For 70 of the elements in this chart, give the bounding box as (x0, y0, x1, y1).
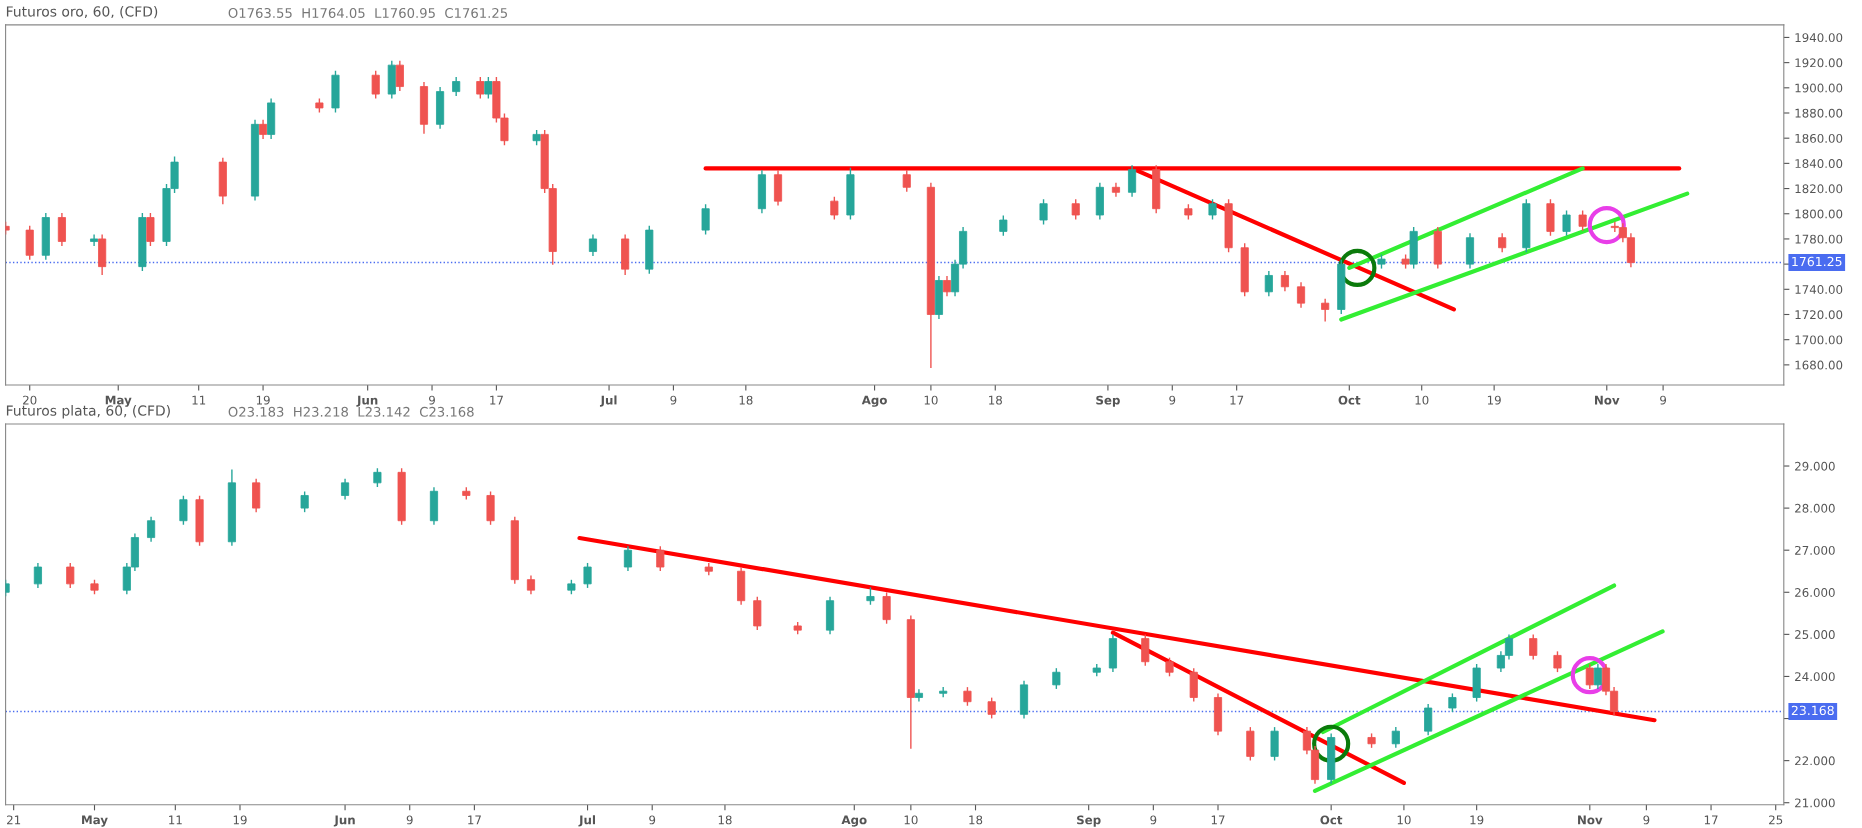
x-tick-label: 10 (904, 815, 918, 825)
x-tick-label: 9 (670, 395, 677, 405)
y-tick-label: 1680.00 (1795, 360, 1843, 370)
y-tick-label: 1880.00 (1795, 108, 1843, 118)
ref-line-label: 1761.25 (1792, 256, 1842, 267)
x-tick-label: 11 (192, 395, 206, 405)
x-tick-label: 9 (649, 815, 656, 825)
text: O1763.55 H1764.05 L1760.95 C1761.25 (228, 7, 507, 18)
y-tick-label: 21.000 (1795, 798, 1835, 808)
ref-line-label: 23.168 (1791, 705, 1834, 716)
x-tick-label: 9 (1169, 395, 1176, 405)
x-tick-label: 11 (169, 815, 182, 825)
x-tick-label: 18 (989, 395, 1002, 405)
text: O23.183 H23.218 L23.142 C23.168 (228, 406, 474, 417)
y-tick-label: 27.000 (1795, 545, 1835, 555)
y-tick-label: 1720.00 (1795, 310, 1843, 320)
x-tick-label: May (82, 815, 108, 827)
y-tick-label: 1900.00 (1795, 83, 1843, 93)
y-tick-label: 1800.00 (1795, 209, 1843, 219)
x-tick-label: May (105, 395, 132, 407)
x-tick-label: 19 (1487, 395, 1501, 405)
x-tick-label: Nov (1595, 395, 1620, 405)
y-tick-label: 1940.00 (1795, 33, 1843, 43)
x-tick-label: Ago (841, 815, 867, 827)
x-tick-label: 9 (406, 815, 413, 825)
x-tick-label: 19 (1470, 815, 1484, 825)
x-tick-label: Jul (599, 395, 617, 407)
x-tick-label: 9 (429, 395, 435, 405)
x-tick-label: 9 (1150, 815, 1157, 825)
x-tick-label: 10 (1415, 395, 1429, 405)
y-tick-label: 28.000 (1795, 503, 1835, 513)
x-tick-label: Oct (1338, 395, 1361, 405)
y-tick-label: 1820.00 (1795, 184, 1843, 194)
x-tick-label: Oct (1320, 815, 1343, 825)
x-tick-label: 17 (1704, 815, 1718, 825)
y-tick-label: 26.000 (1795, 588, 1835, 597)
x-tick-label: 18 (969, 815, 983, 825)
x-tick-label: 9 (1660, 395, 1667, 405)
x-tick-label: 18 (739, 395, 753, 405)
x-tick-label: Jun (333, 815, 355, 827)
x-tick-label: 17 (490, 395, 503, 405)
x-tick-label: Sep (1096, 395, 1120, 407)
x-tick-label: 9 (1643, 815, 1650, 825)
y-tick-label: 29.000 (1795, 461, 1835, 471)
x-tick-label: Jul (578, 815, 595, 827)
x-tick-label: 19 (233, 815, 247, 825)
x-tick-label: 20 (23, 395, 37, 405)
y-tick-label: 22.000 (1795, 756, 1835, 766)
x-tick-label: Ago (861, 395, 887, 407)
x-tick-label: 17 (468, 815, 481, 825)
y-tick-label: 25.000 (1795, 630, 1835, 640)
y-tick-label: 1700.00 (1795, 335, 1843, 345)
y-tick-label: 1860.00 (1795, 133, 1843, 143)
y-tick-label: 1840.00 (1795, 159, 1843, 169)
y-tick-label: 1920.00 (1795, 58, 1843, 68)
x-tick-label: Nov (1578, 815, 1603, 825)
x-tick-label: Jun (356, 395, 378, 407)
x-tick-label: 17 (1211, 815, 1225, 825)
x-tick-label: 10 (1397, 815, 1411, 825)
x-tick-label: 25 (1769, 815, 1783, 825)
x-tick-label: 10 (924, 395, 938, 405)
chart-title: Futuros oro, 60, (CFD) (6, 5, 158, 19)
x-tick-label: 18 (718, 815, 732, 825)
x-tick-label: 17 (1230, 395, 1244, 405)
y-tick-label: 1740.00 (1795, 285, 1843, 294)
y-tick-label: 24.000 (1795, 672, 1835, 682)
y-tick-label: 1780.00 (1795, 234, 1843, 244)
x-tick-label: 21 (7, 815, 21, 825)
x-tick-label: Sep (1077, 815, 1101, 827)
x-tick-label: 19 (256, 395, 270, 405)
